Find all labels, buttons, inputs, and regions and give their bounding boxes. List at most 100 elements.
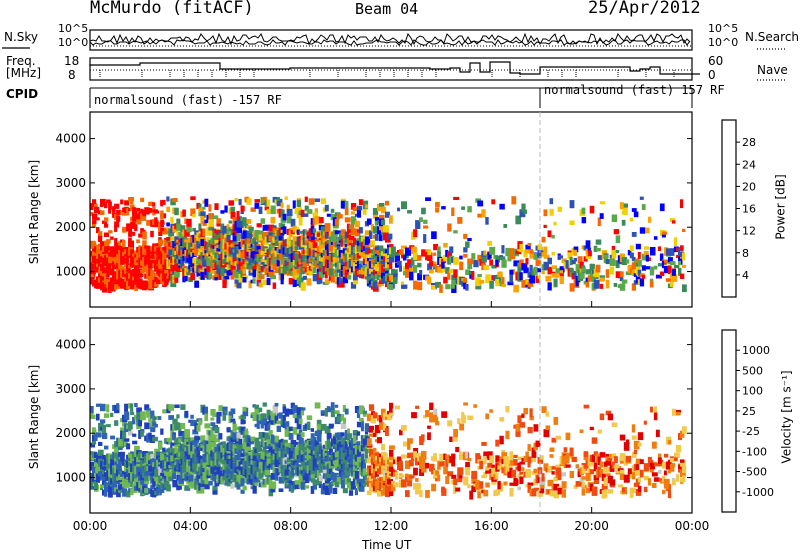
velocity-cell xyxy=(168,447,172,452)
velocity-cell xyxy=(383,453,388,461)
velocity-cell xyxy=(254,482,258,486)
velocity-cell xyxy=(509,457,514,466)
freq-tick-bottom: 8 xyxy=(68,68,76,82)
velocity-cell xyxy=(372,471,376,477)
power-cell xyxy=(220,254,225,262)
power-cell xyxy=(493,275,497,281)
velocity-cell xyxy=(126,443,131,450)
power-cell xyxy=(242,242,246,249)
velocity-cell xyxy=(264,451,268,459)
power-cell xyxy=(206,264,211,272)
velocity-cell xyxy=(150,425,156,433)
power-cell xyxy=(130,221,136,229)
velocity-cell xyxy=(469,490,474,500)
velocity-cell xyxy=(324,425,331,434)
velocity-cell xyxy=(509,482,515,486)
power-cell xyxy=(627,249,632,256)
power-cell xyxy=(214,203,219,210)
power-cell xyxy=(194,264,198,271)
velocity-cell xyxy=(354,488,358,496)
velocity-cell xyxy=(146,437,151,443)
power-cell xyxy=(94,217,100,221)
power-cell xyxy=(407,259,413,266)
power-cell xyxy=(284,260,288,265)
velocity-cell xyxy=(246,446,251,453)
power-cell xyxy=(661,233,666,238)
power-cell xyxy=(120,199,124,205)
power-cell xyxy=(280,275,284,285)
power-cell xyxy=(238,241,242,250)
velocity-cell xyxy=(445,458,449,467)
velocity-cell xyxy=(262,446,267,452)
power-cell xyxy=(136,207,141,212)
velocity-cell xyxy=(156,488,160,496)
power-cell xyxy=(90,276,94,285)
velocity-cell xyxy=(204,406,208,414)
velocity-cell xyxy=(168,457,172,461)
velocity-cell xyxy=(238,438,243,448)
power-cell xyxy=(310,239,316,244)
velocity-cell xyxy=(266,423,271,430)
velocity-cell xyxy=(182,444,187,450)
power-cell xyxy=(308,270,314,276)
velocity-cell xyxy=(336,413,342,418)
power-cell xyxy=(214,233,220,240)
velocity-cell xyxy=(104,445,109,450)
velocity-cell xyxy=(170,455,174,463)
power-cell xyxy=(248,233,254,237)
velocity-cell xyxy=(358,455,363,459)
power-cell xyxy=(631,283,636,291)
velocity-cell xyxy=(298,444,303,452)
velocity-cell xyxy=(288,433,294,440)
velocity-cell xyxy=(389,458,393,468)
power-cell xyxy=(585,269,592,275)
velocity-cell xyxy=(100,403,106,412)
power-cell xyxy=(310,264,315,270)
velocity-cell xyxy=(387,474,391,483)
power-cell xyxy=(671,269,676,276)
velocity-cell xyxy=(274,435,279,443)
power-cell xyxy=(308,228,312,233)
power-cell xyxy=(112,265,117,270)
velocity-cell xyxy=(134,414,138,420)
velocity-cell xyxy=(292,481,296,490)
power-cell xyxy=(555,268,561,275)
power-cell xyxy=(495,259,499,267)
velocity-cell xyxy=(176,485,182,490)
power-cell xyxy=(525,249,530,254)
velocity-cell xyxy=(300,432,305,438)
power-cell xyxy=(467,258,474,265)
velocity-cell xyxy=(415,478,419,482)
velocity-cell xyxy=(136,412,141,417)
power-cell xyxy=(675,254,681,258)
power-cell xyxy=(680,245,684,251)
velocity-cell xyxy=(278,488,284,492)
velocity-cell xyxy=(194,438,198,448)
power-cell xyxy=(176,218,181,227)
power-cell xyxy=(222,279,227,289)
velocity-cell xyxy=(128,431,133,436)
power-cell xyxy=(264,248,269,254)
power-cell xyxy=(673,237,677,246)
power-cell xyxy=(320,261,324,268)
velocity-cell xyxy=(224,465,228,471)
velocity-cell xyxy=(372,412,378,419)
velocity-cell xyxy=(108,479,112,486)
power-cell xyxy=(298,230,303,234)
power-cell xyxy=(465,269,471,276)
nsearch-label: N.Search xyxy=(745,30,800,44)
velocity-cell xyxy=(377,485,381,494)
velocity-cell xyxy=(413,483,419,490)
power-cell xyxy=(186,226,192,233)
velocity-cell xyxy=(316,433,322,443)
power-cell xyxy=(411,257,415,267)
power-cell xyxy=(463,277,468,284)
power-cell xyxy=(362,235,367,239)
velocity-cell xyxy=(250,436,256,443)
velocity-cell xyxy=(260,413,267,421)
power-cell xyxy=(324,255,329,260)
velocity-cell xyxy=(457,418,461,424)
velocity-cell xyxy=(316,477,322,486)
velocity-cell xyxy=(324,453,329,461)
velocity-cell xyxy=(172,418,178,425)
